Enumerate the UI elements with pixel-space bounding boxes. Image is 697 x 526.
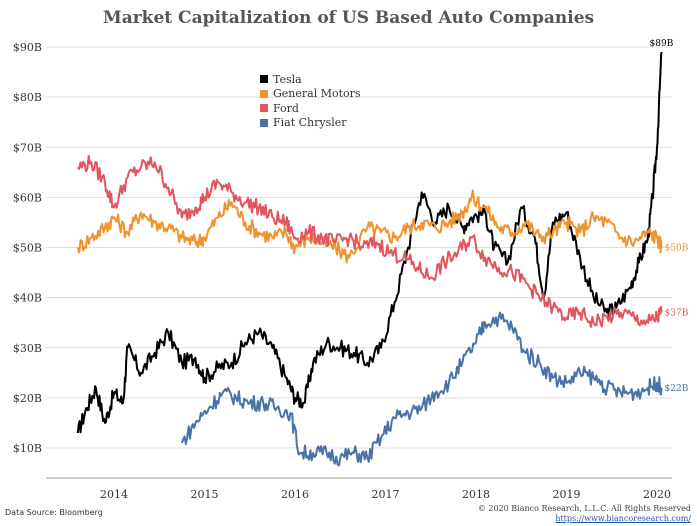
legend-item: General Motors	[260, 87, 361, 102]
legend-label: Ford	[273, 101, 299, 115]
series-end-label: $37B	[665, 309, 689, 319]
legend-label: Fiat Chrysler	[273, 116, 347, 130]
data-source-note: Data Source: Bloomberg	[5, 508, 103, 517]
legend-swatch	[260, 89, 268, 98]
y-tick-label: $50B	[13, 242, 42, 255]
legend-label: Tesla	[273, 72, 302, 86]
x-tick-label: 2020	[643, 488, 671, 501]
copyright-text: © 2020 Bianco Research, L.L.C. All Right…	[477, 504, 691, 513]
y-tick-label: $60B	[13, 191, 42, 204]
series-end-label: $89B	[650, 39, 674, 49]
legend-item: Tesla	[260, 72, 361, 87]
y-tick-label: $90B	[13, 41, 42, 54]
legend-item: Fiat Chrysler	[260, 116, 361, 131]
series-line-tesla	[76, 51, 663, 434]
chart-title: Market Capitalization of US Based Auto C…	[102, 8, 595, 28]
series-end-label: $22B	[665, 384, 689, 394]
series-end-label: $50B	[665, 244, 689, 254]
legend-swatch	[260, 75, 268, 84]
x-tick-label: 2014	[100, 488, 128, 501]
chart-legend: Tesla General Motors Ford Fiat Chrysler	[260, 72, 361, 130]
x-tick-label: 2016	[281, 488, 309, 501]
x-tick-label: 2017	[372, 488, 400, 501]
copyright-link[interactable]: https://www.biancoresearch.com/	[555, 514, 691, 523]
legend-swatch	[260, 118, 268, 127]
x-tick-label: 2015	[191, 488, 219, 501]
y-tick-label: $10B	[13, 442, 42, 455]
x-tick-label: 2019	[553, 488, 581, 501]
y-tick-label: $40B	[13, 292, 42, 305]
y-tick-label: $70B	[13, 141, 42, 154]
legend-label: General Motors	[273, 87, 361, 101]
y-tick-label: $20B	[13, 392, 42, 405]
legend-swatch	[260, 104, 268, 113]
legend-item: Ford	[260, 101, 361, 116]
y-tick-label: $30B	[13, 342, 42, 355]
series-line-general-motors	[76, 189, 663, 264]
x-tick-label: 2018	[462, 488, 490, 501]
copyright-block: © 2020 Bianco Research, L.L.C. All Right…	[478, 504, 691, 524]
y-tick-label: $80B	[13, 91, 42, 104]
series-line-ford	[77, 155, 663, 328]
series-line-fiat-chrysler	[180, 311, 663, 467]
